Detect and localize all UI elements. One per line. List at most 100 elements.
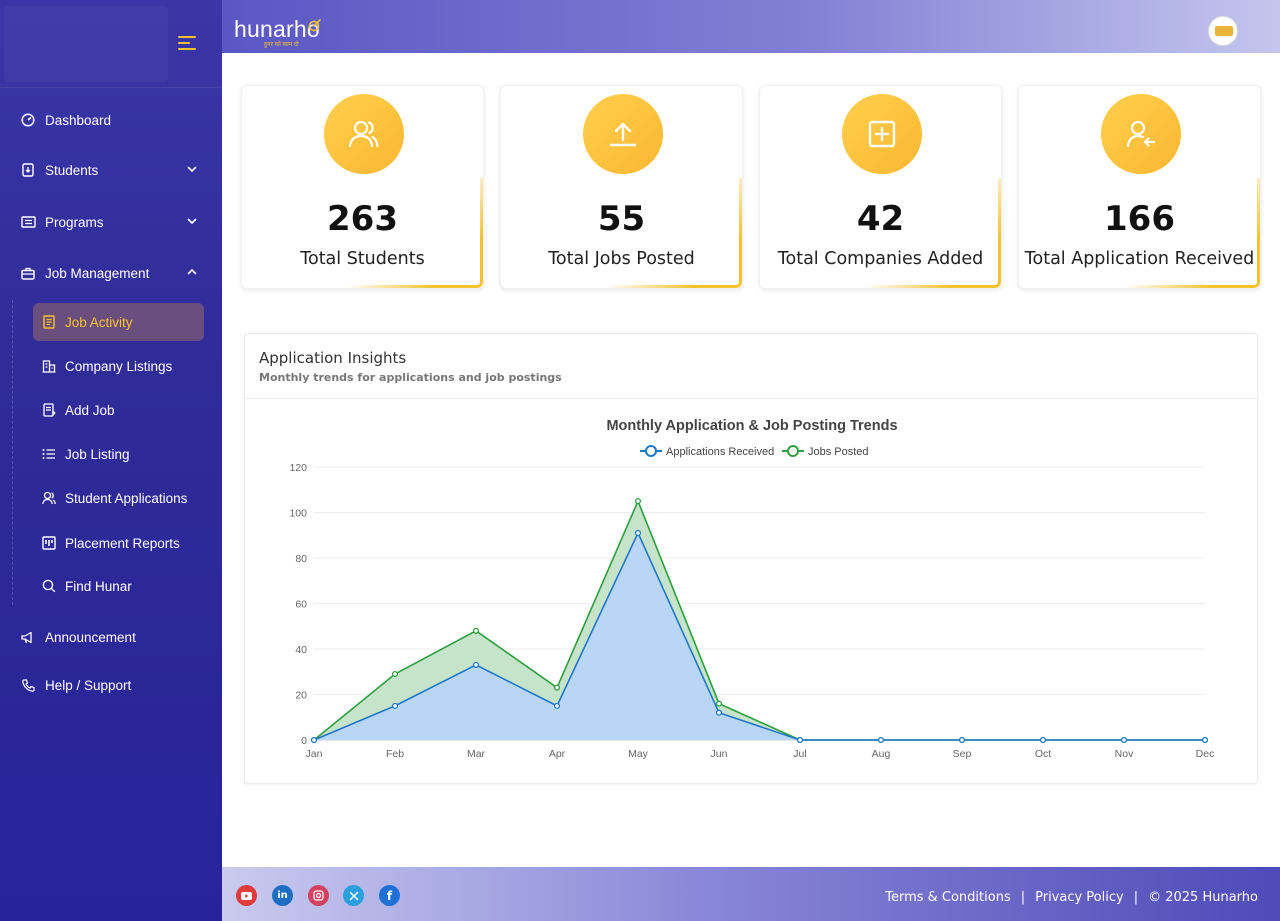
copyright-text: © 2025 Hunarho (1148, 890, 1258, 905)
sidebar-header (0, 0, 222, 88)
document-icon (42, 315, 56, 329)
legend-label: Applications Received (666, 446, 774, 458)
x-tick-label: Jan (306, 748, 323, 760)
brand-target-icon (308, 18, 322, 32)
chevron-down-icon[interactable] (186, 163, 198, 175)
top-header: hunarho हुनर को काम दो (222, 0, 1280, 53)
sidebar-subitem-label: Placement Reports (65, 535, 180, 551)
sidebar-subitem-company-listings[interactable]: Company Listings (33, 347, 204, 385)
programs-icon (20, 214, 36, 230)
report-icon (42, 536, 56, 550)
y-tick-label: 40 (295, 644, 307, 656)
footer: in f Terms & Conditions | Privacy Policy… (222, 867, 1280, 921)
upload-icon (583, 94, 663, 174)
stat-value: 42 (856, 199, 905, 239)
sidebar-subitem-label: Job Listing (65, 446, 130, 462)
sidebar-item-announcement[interactable]: Announcement (0, 619, 222, 655)
x-tick-label: Mar (467, 748, 486, 760)
chart-title: Monthly Application & Job Posting Trends (606, 418, 897, 434)
sidebar-item-label: Job Management (45, 265, 150, 281)
data-point (472, 661, 480, 668)
x-tick-label: Oct (1035, 748, 1051, 760)
series-area (314, 532, 1205, 740)
building-icon (42, 359, 56, 373)
data-point (958, 736, 966, 744)
avatar[interactable] (1208, 16, 1238, 46)
x-tick-label: Aug (872, 748, 891, 760)
sidebar-item-students[interactable]: Students (0, 152, 222, 188)
facebook-icon[interactable]: f (379, 885, 400, 906)
sidebar-item-programs[interactable]: Programs (0, 204, 222, 240)
sidebar-subitem-label: Job Activity (65, 314, 133, 330)
data-point (1039, 736, 1047, 744)
legend-label: Jobs Posted (808, 446, 869, 458)
megaphone-icon (20, 629, 36, 645)
youtube-icon[interactable] (236, 885, 257, 906)
series-area (314, 501, 1205, 740)
sidebar-subitem-label: Company Listings (65, 358, 173, 374)
x-icon[interactable] (343, 885, 364, 906)
chevron-up-icon[interactable] (186, 266, 198, 278)
y-tick-label: 80 (295, 553, 307, 565)
sidebar-subitem-label: Find Hunar (65, 578, 132, 594)
stat-label: Total Companies Added (777, 249, 984, 269)
sidebar-logo-area (4, 6, 168, 82)
series-line (313, 531, 1205, 741)
stat-label: Total Students (300, 249, 425, 269)
stat-card-applications-received: 166 Total Application Received (1018, 85, 1261, 289)
stat-card-companies-added: 42 Total Companies Added (759, 85, 1002, 289)
sidebar-subitem-job-listing[interactable]: Job Listing (33, 435, 204, 473)
list-icon (42, 447, 56, 461)
brand-logo[interactable]: hunarho (234, 16, 320, 42)
sidebar-subitem-placement-reports[interactable]: Placement Reports (33, 524, 204, 562)
sidebar-subitem-job-activity[interactable]: Job Activity (33, 303, 204, 341)
instagram-icon[interactable] (308, 885, 329, 906)
data-point (796, 736, 804, 744)
x-tick-label: Dec (1196, 748, 1215, 760)
sidebar-item-label: Programs (45, 214, 104, 230)
brand-tagline: हुनर को काम दो (264, 42, 299, 48)
linkedin-icon[interactable]: in (272, 885, 293, 906)
sidebar-subitem-add-job[interactable]: Add Job (33, 391, 204, 429)
privacy-link[interactable]: Privacy Policy (1035, 890, 1124, 905)
sidebar-item-dashboard[interactable]: Dashboard (0, 102, 222, 138)
x-tick-label: Feb (386, 748, 404, 760)
x-tick-label: Jun (711, 748, 728, 760)
sidebar-item-label: Help / Support (45, 677, 132, 693)
x-tick-label: May (628, 748, 649, 760)
footer-separator: | (1020, 890, 1026, 905)
chevron-down-icon[interactable] (186, 215, 198, 227)
y-tick-label: 60 (295, 599, 307, 611)
data-point (715, 709, 723, 716)
y-tick-label: 100 (289, 508, 307, 520)
students-icon (20, 162, 36, 178)
data-point (1120, 736, 1128, 744)
data-point (391, 702, 399, 709)
briefcase-icon (20, 265, 36, 281)
data-point (553, 684, 561, 691)
dashboard-icon (20, 112, 36, 128)
sidebar-subitem-find-hunar[interactable]: Find Hunar (33, 567, 204, 605)
trends-chart: Monthly Application & Job Posting Trends… (289, 418, 1215, 760)
data-point (553, 702, 561, 709)
stat-value: 263 (327, 199, 398, 239)
plus-square-icon (842, 94, 922, 174)
sidebar-item-help-support[interactable]: Help / Support (0, 667, 222, 703)
sidebar-subitem-student-applications[interactable]: Student Applications (33, 479, 204, 517)
menu-toggle-icon[interactable] (178, 34, 198, 52)
panel-divider (245, 398, 1257, 399)
data-point (310, 736, 318, 744)
add-document-icon (42, 403, 56, 417)
sidebar-item-label: Announcement (45, 629, 136, 645)
search-icon (42, 579, 56, 593)
data-point (472, 627, 480, 634)
terms-link[interactable]: Terms & Conditions (885, 890, 1011, 905)
students-icon (324, 94, 404, 174)
phone-icon (20, 677, 36, 693)
submenu-guide-line (12, 300, 13, 605)
data-point (634, 529, 642, 537)
user-arrow-icon (1101, 94, 1181, 174)
application-insights-panel: Application Insights Monthly trends for … (244, 333, 1258, 784)
stat-value: 55 (597, 199, 646, 239)
sidebar-item-job-management[interactable]: Job Management (0, 255, 222, 291)
